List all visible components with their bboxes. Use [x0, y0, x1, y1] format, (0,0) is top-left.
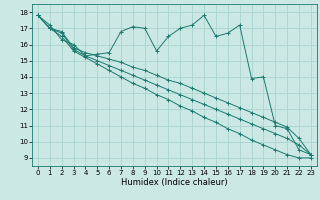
X-axis label: Humidex (Indice chaleur): Humidex (Indice chaleur): [121, 178, 228, 187]
